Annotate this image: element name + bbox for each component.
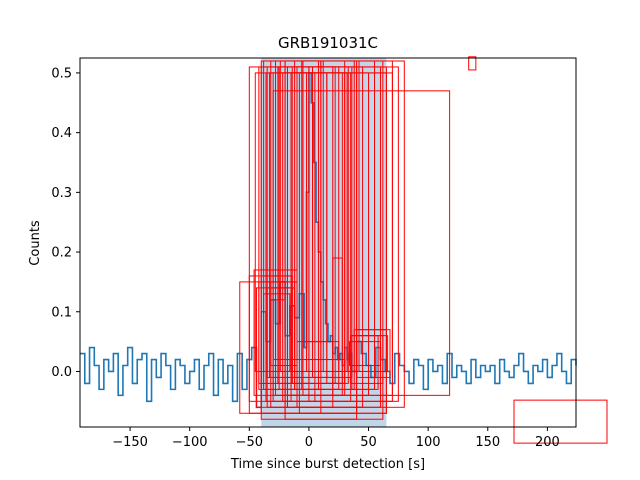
x-tick-label: −50 (236, 435, 263, 450)
y-tick-label: 0.1 (51, 305, 72, 320)
x-tick-label: −150 (112, 435, 148, 450)
x-tick-label: 200 (535, 435, 560, 450)
detection-box (358, 335, 389, 372)
y-tick-label: 0.3 (51, 186, 72, 201)
x-axis-label: Time since burst detection [s] (230, 457, 425, 472)
detection-box (356, 329, 391, 378)
y-tick-label: 0.4 (51, 126, 72, 141)
detection-box (513, 399, 608, 444)
detection-box (272, 90, 451, 396)
y-axis-label: Counts (28, 220, 43, 266)
detection-box (270, 281, 298, 367)
plot-area (80, 56, 608, 444)
axes: −150 −100 −50 0 50 100 150 200 0.0 0.1 0.2 0.3 0.4 0.… (51, 57, 577, 450)
x-tick-label: −100 (172, 435, 208, 450)
x-tick-label: 0 (305, 435, 313, 450)
detection-box (275, 287, 293, 372)
x-tick-label: 50 (360, 435, 377, 450)
axes-frame (79, 57, 577, 428)
detection-box (302, 341, 340, 372)
x-tick-label: 150 (475, 435, 500, 450)
detection-box (284, 60, 384, 420)
y-tick-label: 0.5 (51, 66, 72, 81)
y-tick-label: 0.2 (51, 246, 72, 261)
detection-box (468, 56, 477, 71)
detection-box (265, 72, 393, 402)
chart-title: GRB191031C (278, 34, 378, 52)
detection-box (348, 341, 381, 367)
detection-box (284, 359, 334, 396)
x-tick-label: 100 (416, 435, 441, 450)
y-tick-label: 0.0 (51, 365, 72, 380)
detection-box (272, 299, 286, 361)
